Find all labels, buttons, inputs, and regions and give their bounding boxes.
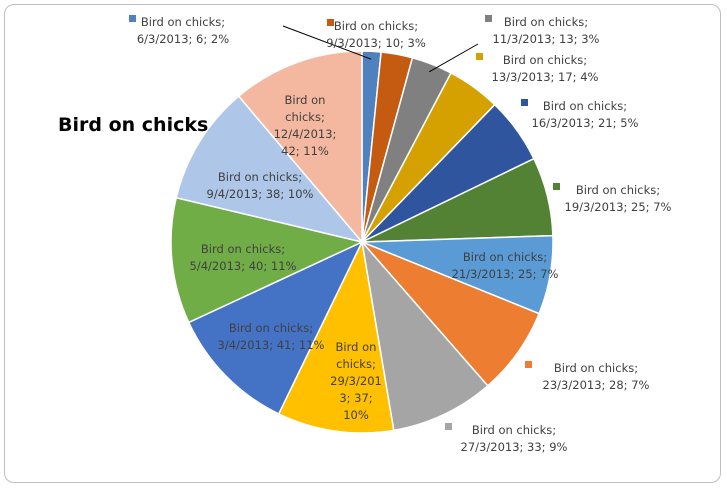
chart-title: Bird on chicks [58, 114, 209, 136]
data-label-line: Bird on chicks; [229, 321, 313, 335]
data-label-line: Bird on chicks; [543, 99, 627, 113]
data-label-line: 6/3/2013; 6; 2% [137, 32, 229, 46]
pie-slice-29-3-2013 [277, 239, 395, 434]
data-label-line: 10% [343, 408, 369, 422]
data-label-line: 23/3/2013; 28; 7% [543, 378, 650, 392]
data-label-line: Bird on chicks; [334, 19, 418, 33]
data-label-29-3-2013: Bird on chicks; 29/3/201 3; 37; 10% [330, 340, 382, 422]
legend-key-square [521, 99, 528, 106]
data-label-line: 21/3/2013; 25; 7% [452, 267, 559, 281]
data-label-line: Bird on chicks; [504, 15, 588, 29]
legend-key-square [553, 183, 560, 190]
data-label-line: 42; 11% [281, 144, 329, 158]
data-label-line: 3/4/2013; 41; 11% [218, 338, 325, 352]
data-label-21-3-2013: Bird on chicks; 21/3/2013; 25; 7% [452, 250, 559, 281]
data-label-line: Bird on chicks; [503, 53, 587, 67]
data-label-line: 27/3/2013; 33; 9% [461, 440, 568, 454]
leader-line [282, 25, 372, 60]
pie-slice-12-4-2013 [237, 50, 363, 245]
pie-slice-3-4-2013 [187, 240, 364, 415]
data-label-line: 3; 37; [339, 391, 372, 405]
legend-key-square [445, 423, 452, 430]
data-label-line: 13/3/2013; 17; 4% [492, 70, 599, 84]
data-label-27-3-2013: Bird on chicks; 27/3/2013; 33; 9% [445, 423, 568, 454]
data-label-12-4-2013: Bird on chicks; 12/4/2013; 42; 11% [274, 93, 337, 158]
data-label-line: 29/3/201 [330, 374, 382, 388]
legend-key-square [485, 15, 492, 22]
data-label-line: chicks; [285, 110, 325, 124]
legend-key-square [129, 15, 136, 22]
data-label-9-3-2013: Bird on chicks; 9/3/2013; 10; 3% [326, 19, 426, 50]
data-label-line: 9/3/2013; 10; 3% [326, 36, 426, 50]
data-label-line: Bird on chicks; [554, 361, 638, 375]
data-label-23-3-2013: Bird on chicks; 23/3/2013; 28; 7% [525, 361, 650, 392]
data-label-19-3-2013: Bird on chicks; 19/3/2013; 25; 7% [553, 183, 672, 214]
data-label-6-3-2013: Bird on chicks; 6/3/2013; 6; 2% [129, 15, 229, 46]
data-label-3-4-2013: Bird on chicks; 3/4/2013; 41; 11% [218, 321, 325, 352]
data-label-16-3-2013: Bird on chicks; 16/3/2013; 21; 5% [521, 99, 639, 130]
leader-line [428, 43, 479, 73]
legend-key-square [525, 361, 532, 368]
legend-key-square [327, 19, 334, 26]
data-label-line: 9/4/2013; 38; 10% [207, 187, 314, 201]
data-label-line: Bird on chicks; [576, 183, 660, 197]
data-label-line: 16/3/2013; 21; 5% [532, 116, 639, 130]
pie-slice-27-3-2013 [360, 239, 489, 432]
data-label-line: Bird on chicks; [472, 423, 556, 437]
data-label-line: 12/4/2013; [274, 127, 337, 141]
legend-key-square [476, 53, 483, 60]
data-label-line: 5/4/2013; 40; 11% [190, 259, 297, 273]
data-label-9-4-2013: Bird on chicks; 9/4/2013; 38; 10% [207, 170, 314, 201]
data-label-line: Bird on chicks; [141, 15, 225, 29]
data-label-line: chicks; [336, 357, 376, 371]
data-label-line: Bird on chicks; [201, 242, 285, 256]
data-label-line: Bird on chicks; [463, 250, 547, 264]
pie-slice-9-4-2013 [175, 95, 365, 244]
data-label-line: 19/3/2013; 25; 7% [565, 200, 672, 214]
data-label-line: 11/3/2013; 13; 3% [493, 32, 600, 46]
data-label-line: Bird on chicks; [218, 170, 302, 184]
data-label-line: Bird on [336, 340, 377, 354]
data-label-line: Bird on [285, 93, 326, 107]
data-label-5-4-2013: Bird on chicks; 5/4/2013; 40; 11% [190, 242, 297, 273]
data-label-13-3-2013: Bird on chicks; 13/3/2013; 17; 4% [476, 53, 599, 84]
pie-slice-5-4-2013 [170, 196, 365, 324]
data-label-11-3-2013: Bird on chicks; 11/3/2013; 13; 3% [485, 15, 600, 46]
